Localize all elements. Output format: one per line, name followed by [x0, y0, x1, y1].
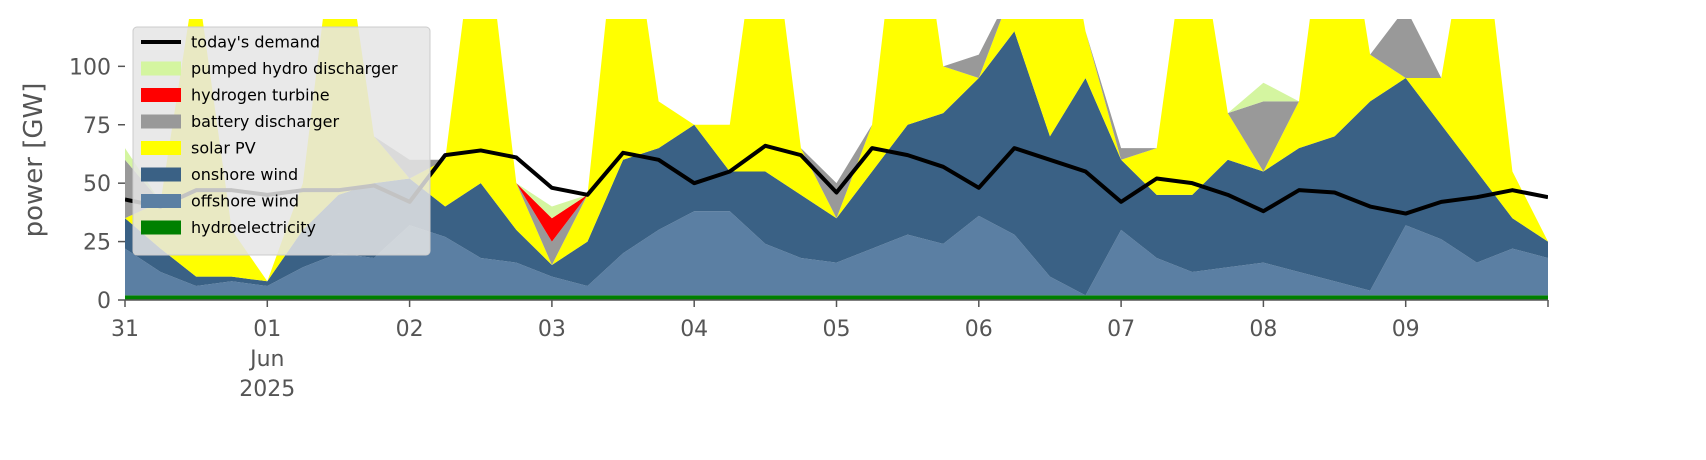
area — [125, 19, 1548, 282]
area — [125, 295, 1548, 300]
legend-swatch — [141, 194, 181, 208]
legend-swatch — [141, 141, 181, 155]
area — [125, 19, 1548, 282]
legend-swatch — [141, 61, 181, 76]
legend-swatch — [141, 167, 181, 182]
legend-label: solar PV — [191, 139, 256, 158]
legend-swatch — [141, 88, 181, 102]
legend-label: today's demand — [191, 33, 320, 52]
x-tick-label: 03 — [538, 317, 566, 342]
tick-label-line: Jun — [248, 347, 284, 372]
legend-label: pumped hydro discharger — [191, 59, 398, 78]
legend-label: hydrogen turbine — [191, 86, 330, 105]
y-tick-label: 0 — [97, 289, 111, 314]
legend-label: battery discharger — [191, 112, 339, 131]
legend-label: hydroelectricity — [191, 218, 316, 237]
x-tick-label: 05 — [823, 317, 851, 342]
x-tick-label: 04 — [680, 317, 708, 342]
legend-swatch — [141, 114, 181, 129]
x-tick-label: 08 — [1249, 317, 1277, 342]
legend-swatch — [141, 220, 181, 235]
legend-label: offshore wind — [191, 192, 299, 211]
legend-box — [132, 26, 431, 256]
legend-label: onshore wind — [191, 165, 298, 184]
y-tick-label: 25 — [83, 231, 111, 256]
y-tick-label: 100 — [69, 55, 111, 80]
area — [125, 31, 1548, 296]
x-tick-label: 06 — [965, 317, 993, 342]
y-tick-label: 50 — [83, 172, 111, 197]
x-tick-label: 31 — [111, 317, 139, 342]
plot-area — [125, 19, 1548, 300]
x-tick-label: 01 Jun 2025 — [239, 317, 295, 402]
x-tick-label: 09 — [1392, 317, 1420, 342]
x-tick-label: 07 — [1107, 317, 1135, 342]
y-tick-label: 75 — [83, 114, 111, 139]
area — [125, 211, 1548, 296]
tick-label-line: 01 — [253, 317, 281, 342]
tick-label-line: 2025 — [239, 377, 295, 402]
x-tick-label: 02 — [396, 317, 424, 342]
y-axis-label: power [GW] — [19, 83, 49, 238]
